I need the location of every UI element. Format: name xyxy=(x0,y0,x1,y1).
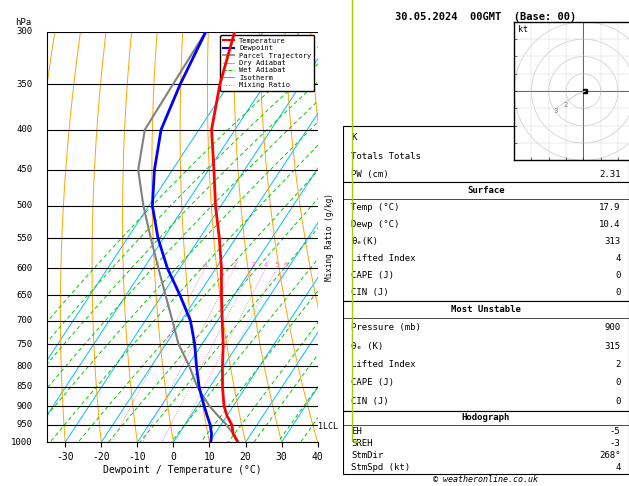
Text: 0: 0 xyxy=(615,271,620,280)
Text: 268°: 268° xyxy=(599,451,620,460)
Text: Lifted Index: Lifted Index xyxy=(352,360,416,369)
Text: 0: 0 xyxy=(615,397,620,406)
Text: 900: 900 xyxy=(16,402,32,411)
Text: Surface: Surface xyxy=(467,186,504,195)
X-axis label: Dewpoint / Temperature (°C): Dewpoint / Temperature (°C) xyxy=(103,465,262,475)
Text: StmDir: StmDir xyxy=(352,451,384,460)
Text: kt: kt xyxy=(518,25,528,35)
Text: 700: 700 xyxy=(16,316,32,325)
Text: © weatheronline.co.uk: © weatheronline.co.uk xyxy=(433,474,538,484)
Text: Pressure (mb): Pressure (mb) xyxy=(352,323,421,332)
Text: θₑ(K): θₑ(K) xyxy=(352,237,378,246)
Text: Lifted Index: Lifted Index xyxy=(352,254,416,263)
Bar xyxy=(343,182,629,301)
Text: 10.4: 10.4 xyxy=(599,220,620,229)
Text: 550: 550 xyxy=(16,234,32,243)
Text: 650: 650 xyxy=(16,291,32,300)
Text: 300: 300 xyxy=(16,27,32,36)
Text: CIN (J): CIN (J) xyxy=(352,397,389,406)
Text: 800: 800 xyxy=(16,362,32,371)
Text: 1000: 1000 xyxy=(11,438,32,447)
Bar xyxy=(343,301,629,411)
Bar xyxy=(343,411,629,474)
Text: θₑ (K): θₑ (K) xyxy=(352,342,384,350)
Text: 17.9: 17.9 xyxy=(599,203,620,212)
Text: 900: 900 xyxy=(604,323,620,332)
Text: 315: 315 xyxy=(604,342,620,350)
Text: 6: 6 xyxy=(283,262,287,268)
Text: SREH: SREH xyxy=(352,439,373,448)
Text: Hodograph: Hodograph xyxy=(462,414,510,422)
Text: EH: EH xyxy=(352,427,362,436)
Text: 25: 25 xyxy=(610,133,620,142)
Text: 4: 4 xyxy=(615,463,620,472)
Text: 400: 400 xyxy=(16,125,32,134)
Text: 350: 350 xyxy=(16,80,32,88)
Text: 48: 48 xyxy=(610,152,620,161)
Text: 0: 0 xyxy=(615,288,620,297)
Text: 3: 3 xyxy=(250,262,255,268)
Text: Most Unstable: Most Unstable xyxy=(451,305,521,314)
Text: 30.05.2024  00GMT  (Base: 00): 30.05.2024 00GMT (Base: 00) xyxy=(395,12,577,22)
Bar xyxy=(343,126,629,182)
Text: 600: 600 xyxy=(16,263,32,273)
Text: -3: -3 xyxy=(610,439,620,448)
Text: StmSpd (kt): StmSpd (kt) xyxy=(352,463,411,472)
Text: 450: 450 xyxy=(16,165,32,174)
Text: Totals Totals: Totals Totals xyxy=(352,152,421,161)
Text: hPa: hPa xyxy=(14,18,31,28)
Text: 850: 850 xyxy=(16,382,32,391)
Text: CIN (J): CIN (J) xyxy=(352,288,389,297)
Text: 1: 1 xyxy=(203,262,208,268)
Text: CAPE (J): CAPE (J) xyxy=(352,271,394,280)
Text: 1LCL: 1LCL xyxy=(318,422,338,431)
Text: CAPE (J): CAPE (J) xyxy=(352,379,394,387)
Text: PW (cm): PW (cm) xyxy=(352,170,389,179)
Text: 2: 2 xyxy=(232,262,237,268)
Text: 3: 3 xyxy=(554,108,558,114)
Text: 2: 2 xyxy=(615,360,620,369)
Text: 2: 2 xyxy=(564,102,568,107)
Text: K: K xyxy=(352,133,357,142)
Text: 4: 4 xyxy=(615,254,620,263)
Text: Dewp (°C): Dewp (°C) xyxy=(352,220,400,229)
Text: 5: 5 xyxy=(274,262,279,268)
Text: 750: 750 xyxy=(16,340,32,348)
Text: Temp (°C): Temp (°C) xyxy=(352,203,400,212)
Text: Mixing Ratio (g/kg): Mixing Ratio (g/kg) xyxy=(325,193,335,281)
Text: 313: 313 xyxy=(604,237,620,246)
Text: 2.31: 2.31 xyxy=(599,170,620,179)
Legend: Temperature, Dewpoint, Parcel Trajectory, Dry Adiabat, Wet Adiabat, Isotherm, Mi: Temperature, Dewpoint, Parcel Trajectory… xyxy=(220,35,314,91)
Text: 950: 950 xyxy=(16,420,32,429)
Text: 0: 0 xyxy=(615,379,620,387)
Text: 500: 500 xyxy=(16,201,32,210)
Text: 4: 4 xyxy=(264,262,268,268)
Text: -5: -5 xyxy=(610,427,620,436)
